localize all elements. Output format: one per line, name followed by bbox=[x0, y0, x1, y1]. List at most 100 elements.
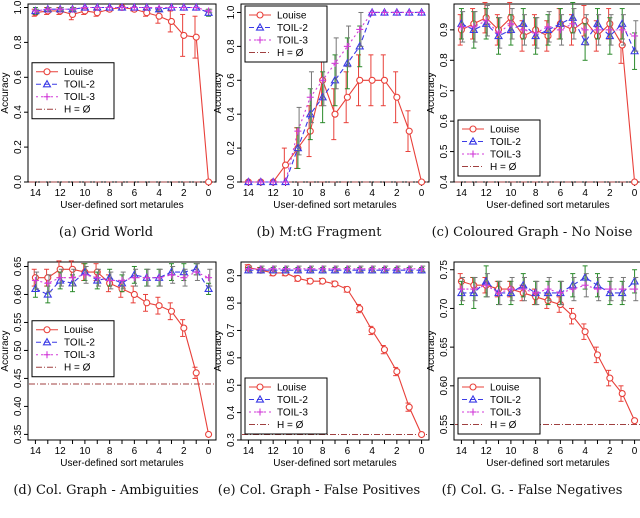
toil3-point bbox=[380, 8, 388, 16]
series-toil-2 bbox=[456, 1, 640, 70]
x-axis-label: User-defined sort metarules bbox=[273, 458, 396, 469]
y-tick-label: 0.2 bbox=[226, 141, 237, 155]
toil3-point bbox=[593, 285, 601, 293]
louise-point bbox=[281, 161, 290, 169]
y-tick-label: 0.6 bbox=[439, 114, 450, 128]
y-tick-label: 1.0 bbox=[226, 5, 237, 19]
louise-point bbox=[405, 127, 413, 135]
series-line bbox=[35, 6, 209, 14]
toil2-point bbox=[255, 22, 265, 31]
toil2-point bbox=[506, 288, 516, 297]
toil2-point bbox=[318, 92, 328, 101]
louise-point bbox=[256, 383, 264, 391]
louise-point bbox=[618, 390, 626, 398]
series-line bbox=[461, 20, 635, 37]
x-tick-label: 4 bbox=[369, 188, 375, 199]
toil3-point bbox=[482, 17, 490, 25]
toil3-point bbox=[130, 3, 138, 11]
toil3-point bbox=[593, 26, 601, 34]
toil3-point bbox=[56, 274, 64, 282]
legend-entry: TOIL-2 bbox=[36, 79, 95, 91]
legend-label: TOIL-3 bbox=[277, 408, 308, 419]
toil2-point bbox=[481, 19, 491, 27]
legend-label: Louise bbox=[64, 325, 94, 336]
louise-point bbox=[180, 324, 188, 332]
louise-point bbox=[192, 369, 200, 377]
toil3-point bbox=[343, 265, 351, 273]
louise-point bbox=[631, 178, 639, 186]
toil3-point bbox=[631, 285, 639, 293]
toil3-point bbox=[43, 93, 51, 101]
chart-panel-2: 0.0 0.2 0.4 0.6 0.8 1.0 Accuracy 14 12 10 8 6 4 2 0 Use… bbox=[213, 3, 430, 240]
x-tick-label: 12 bbox=[268, 446, 280, 457]
toil3-point bbox=[618, 285, 626, 293]
y-tick-label: 0.0 bbox=[13, 175, 24, 189]
legend-label: TOIL-3 bbox=[64, 350, 95, 361]
louise-point bbox=[380, 346, 389, 354]
toil3-point bbox=[356, 265, 364, 273]
y-tick-label: 0.60 bbox=[13, 284, 24, 304]
legend-entry: TOIL-3 bbox=[249, 408, 308, 419]
toil3-point bbox=[380, 265, 388, 273]
toil3-point bbox=[405, 265, 413, 273]
y-tick-label: 0.2 bbox=[13, 140, 24, 154]
legend-entry: TOIL-3 bbox=[36, 92, 95, 103]
toil3-point bbox=[282, 265, 290, 273]
x-tick-label: 14 bbox=[243, 446, 255, 457]
toil3-point bbox=[256, 36, 264, 44]
legend-label: H = Ø bbox=[277, 48, 304, 59]
toil3-point bbox=[544, 23, 552, 31]
x-tick-label: 6 bbox=[558, 446, 564, 457]
toil3-point bbox=[167, 271, 175, 279]
legend-entry: TOIL-2 bbox=[462, 394, 521, 406]
x-tick-label: 2 bbox=[181, 446, 187, 457]
louise-point bbox=[418, 430, 426, 439]
y-tick-label: 0.50 bbox=[13, 340, 24, 360]
legend-entry: H = Ø bbox=[249, 48, 304, 59]
toil3-point bbox=[569, 285, 577, 293]
toil3-point bbox=[495, 29, 503, 37]
louise-point bbox=[167, 307, 176, 315]
toil3-point bbox=[56, 5, 64, 13]
x-tick-label: 2 bbox=[181, 188, 187, 199]
x-tick-label: 14 bbox=[456, 188, 468, 199]
toil2-point bbox=[404, 265, 414, 274]
louise-point bbox=[155, 12, 163, 20]
toil3-point bbox=[69, 5, 77, 13]
toil3-point bbox=[81, 3, 89, 11]
y-tick-label: 0.9 bbox=[439, 22, 450, 36]
toil3-point bbox=[256, 408, 264, 416]
legend-entry: Louise bbox=[249, 11, 307, 22]
x-tick-label: 2 bbox=[394, 188, 400, 199]
y-tick-label: 0.5 bbox=[439, 144, 450, 158]
toil3-point bbox=[418, 265, 426, 273]
louise-point bbox=[356, 305, 364, 313]
toil2-point bbox=[117, 278, 127, 287]
subfigure-caption: (b) M:tG Fragment bbox=[257, 225, 383, 240]
x-tick-label: 6 bbox=[132, 188, 138, 199]
toil3-point bbox=[331, 59, 339, 67]
x-tick-label: 10 bbox=[292, 446, 304, 457]
toil3-point bbox=[393, 8, 401, 16]
louise-point bbox=[343, 285, 351, 293]
x-tick-label: 10 bbox=[79, 188, 91, 199]
legend-entry: Louise bbox=[36, 325, 94, 336]
legend-entry: Louise bbox=[462, 383, 520, 394]
y-tick-label: 0.40 bbox=[13, 396, 24, 416]
x-tick-label: 10 bbox=[505, 446, 517, 457]
louise-point bbox=[569, 312, 577, 320]
x-tick-label: 12 bbox=[481, 188, 493, 199]
series-toil-3 bbox=[457, 5, 639, 52]
toil2-point bbox=[605, 31, 615, 40]
toil3-point bbox=[269, 265, 277, 273]
toil3-point bbox=[143, 274, 151, 282]
legend-label: H = Ø bbox=[490, 420, 517, 431]
toil3-point bbox=[544, 285, 552, 293]
x-tick-label: 0 bbox=[206, 188, 212, 199]
x-tick-label: 0 bbox=[632, 446, 638, 457]
toil2-point bbox=[293, 143, 303, 152]
x-axis-label: User-defined sort metarules bbox=[486, 458, 609, 469]
